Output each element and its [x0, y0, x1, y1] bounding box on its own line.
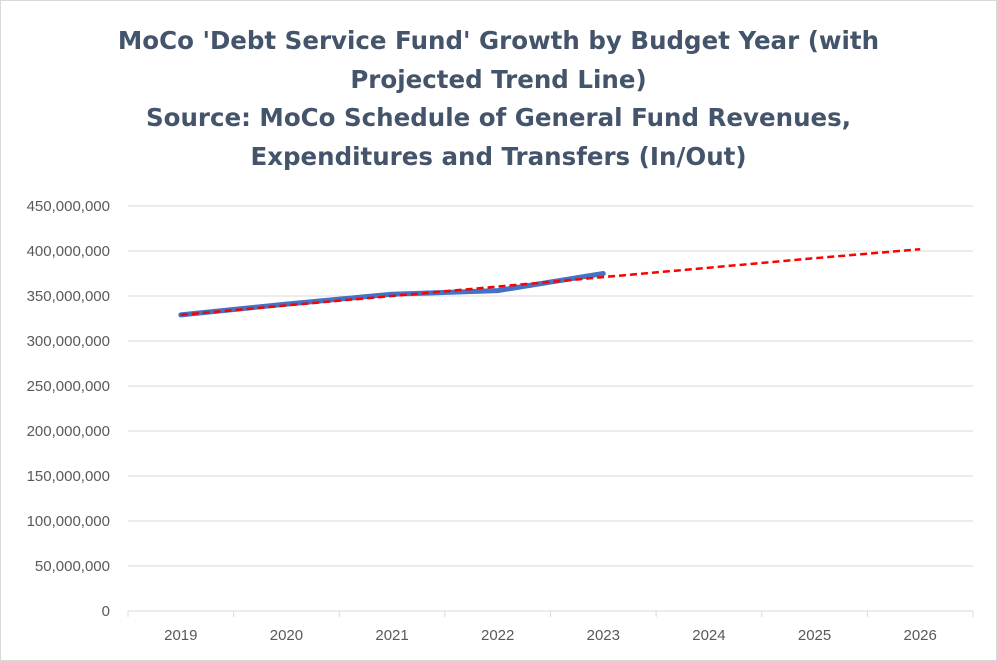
x-tick-label: 2022	[481, 627, 514, 644]
series-layer	[178, 247, 921, 318]
chart-title-line-2: Projected Trend Line)	[350, 64, 647, 94]
y-tick-label: 100,000,000	[27, 513, 110, 530]
y-tick-label: 400,000,000	[27, 243, 110, 260]
y-tick-label: 150,000,000	[27, 468, 110, 485]
y-tick-label: 300,000,000	[27, 333, 110, 350]
y-axis: 0 50,000,000 100,000,000 150,000,000 200,000…	[27, 198, 110, 620]
x-tick-label: 2025	[798, 627, 831, 644]
x-tick-label: 2023	[587, 627, 620, 644]
x-tick-label: 2026	[904, 627, 937, 644]
y-tick-label: 50,000,000	[35, 558, 110, 575]
chart-title-line-3: Source: MoCo Schedule of General Fund Re…	[145, 103, 852, 132]
x-axis: 2019 2020 2021 2022 2023 2024 2025 2026	[127, 610, 974, 644]
x-tick-label: 2019	[164, 627, 197, 644]
series-line	[178, 271, 606, 318]
chart-title-line-1: MoCo 'Debt Service Fund' Growth by Budge…	[117, 26, 880, 55]
chart-title: MoCo 'Debt Service Fund' Growth by Budge…	[0, 22, 997, 176]
x-tick-label: 2021	[375, 627, 408, 644]
x-tick-label: 2024	[692, 627, 725, 644]
y-tick-label: 0	[102, 603, 110, 620]
x-tick-label: 2020	[270, 627, 303, 644]
y-tick-label: 250,000,000	[27, 378, 110, 395]
trend-line	[180, 247, 921, 317]
gridlines	[128, 205, 973, 567]
y-tick-label: 200,000,000	[27, 423, 110, 440]
chart-title-line-4: Expenditures and Transfers (In/Out)	[250, 141, 747, 171]
y-tick-label: 350,000,000	[27, 288, 110, 305]
y-tick-label: 450,000,000	[27, 198, 110, 215]
